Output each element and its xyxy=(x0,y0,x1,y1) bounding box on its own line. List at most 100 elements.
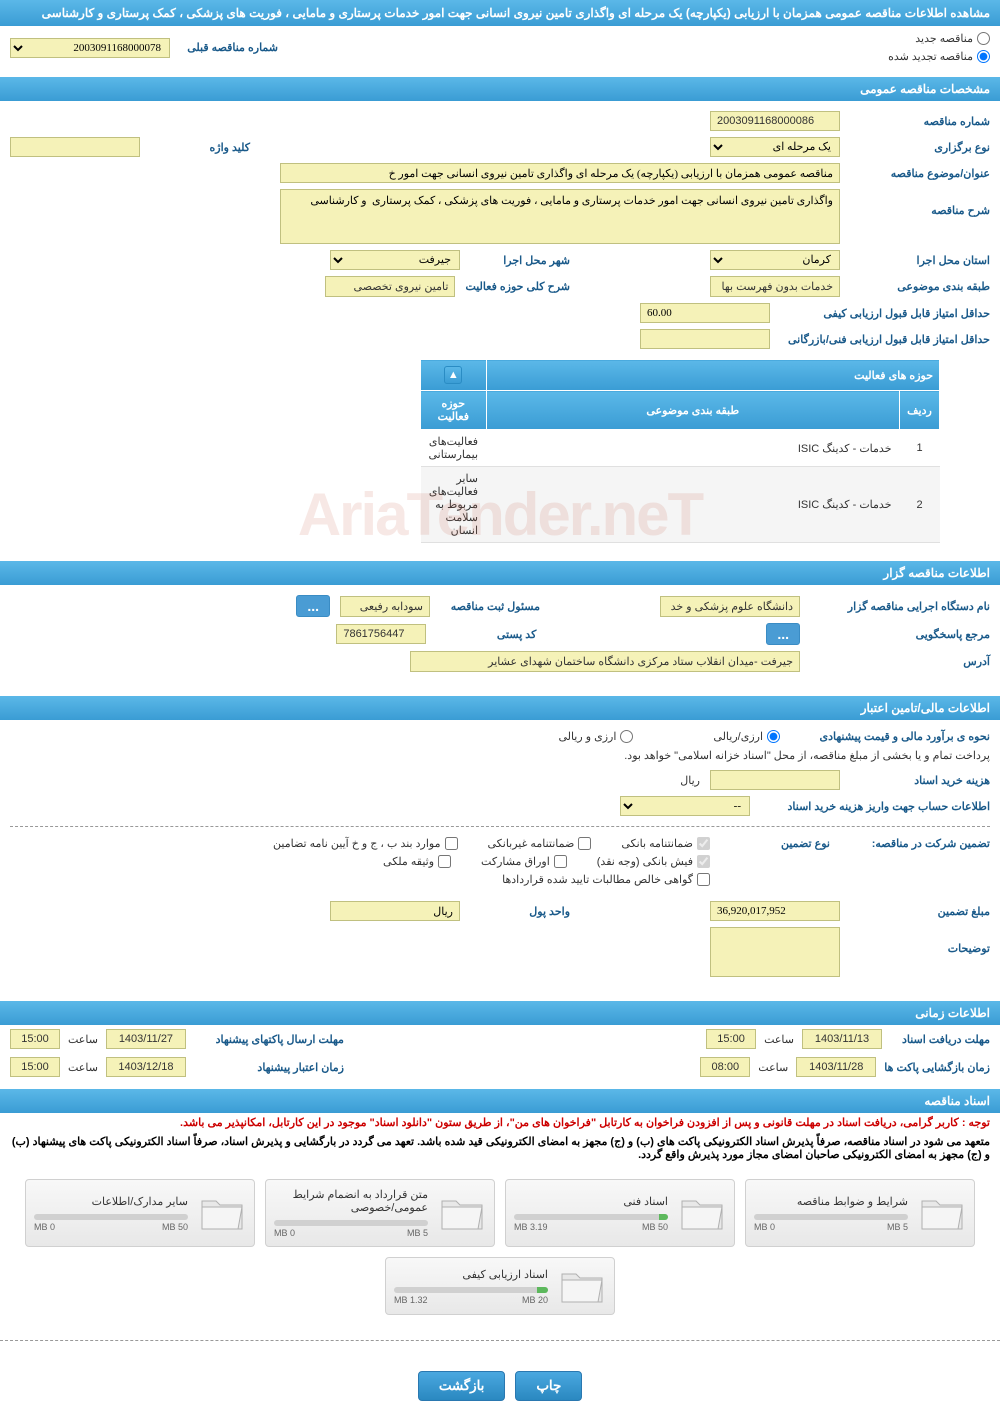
doc-deadline-label: مهلت دریافت اسناد xyxy=(890,1033,990,1046)
keyword-label: کلید واژه xyxy=(150,141,250,154)
tender-type-row: مناقصه جدید مناقصه تجدید شده شماره مناقص… xyxy=(0,26,1000,69)
file-box[interactable]: اسناد ارزیابی کیفی 20 MB1.32 MB xyxy=(385,1257,615,1315)
min-score2-input[interactable] xyxy=(640,329,770,349)
desc-label: شرح مناقصه xyxy=(850,189,990,217)
money-unit-input[interactable] xyxy=(330,901,460,921)
postal-label: کد پستی xyxy=(436,628,536,641)
col-category: طبقه بندی موضوعی xyxy=(486,391,899,430)
section-general: مشخصات مناقصه عمومی xyxy=(0,77,1000,101)
file-title: اسناد فنی xyxy=(514,1195,668,1208)
city-select[interactable]: جیرفت xyxy=(330,250,460,270)
folder-icon xyxy=(558,1266,606,1306)
category-val: خدمات بدون فهرست بها xyxy=(710,276,840,297)
file-box[interactable]: اسناد فنی 50 MB3.19 MB xyxy=(505,1179,735,1247)
radio-renewed-input[interactable] xyxy=(977,50,990,63)
min-score-input[interactable] xyxy=(640,303,770,323)
subject-input[interactable] xyxy=(280,163,840,183)
tender-no-label: شماره مناقصه xyxy=(850,115,990,128)
folder-icon xyxy=(918,1193,966,1233)
activity-table-title: حوزه های فعالیت xyxy=(486,360,939,391)
table-row: 1 خدمات - کدینگ ISIC فعالیت‌های بیمارستا… xyxy=(421,430,940,467)
org-label: نام دستگاه اجرایی مناقصه گزار xyxy=(810,600,990,613)
hold-type-select[interactable]: یک مرحله ای xyxy=(710,137,840,157)
radio-renewed[interactable]: مناقصه تجدید شده xyxy=(888,50,990,63)
payment-note: پرداخت تمام و یا بخشی از مبلغ مناقصه، از… xyxy=(10,749,990,762)
category-label: طبقه بندی موضوعی xyxy=(850,280,990,293)
file-title: متن قرارداد به انضمام شرایط عمومی/خصوصی xyxy=(274,1188,428,1214)
bid-deadline-time: 15:00 xyxy=(10,1029,60,1049)
cb-property[interactable]: وثیقه ملکی xyxy=(383,855,451,868)
address-val: جیرفت -میدان انقلاب ستاد مرکزی دانشگاه س… xyxy=(410,651,800,672)
section-organizer: اطلاعات مناقصه گزار xyxy=(0,561,1000,585)
file-box[interactable]: متن قرارداد به انضمام شرایط عمومی/خصوصی … xyxy=(265,1179,495,1247)
account-select[interactable]: -- xyxy=(620,796,750,816)
back-button[interactable]: بازگشت xyxy=(418,1371,506,1401)
tender-no: 2003091168000086 xyxy=(710,111,840,131)
section-financial: اطلاعات مالی/تامین اعتبار xyxy=(0,696,1000,720)
page-title: مشاهده اطلاعات مناقصه عمومی همزمان با ار… xyxy=(0,0,1000,26)
cb-bank-guarantee[interactable]: ضمانتنامه بانکی xyxy=(621,837,710,850)
section-docs: اسناد مناقصه xyxy=(0,1089,1000,1113)
validity-label: زمان اعتبار پیشنهاد xyxy=(194,1061,344,1074)
postal-val: 7861756447 xyxy=(336,624,426,644)
cb-bylaw[interactable]: موارد بند ب ، ج و خ آیین نامه تضامین xyxy=(273,837,457,850)
notice-black: متعهد می شود در اسناد مناقصه، صرفاً پذیر… xyxy=(0,1132,1000,1164)
col-row: ردیف xyxy=(900,391,940,430)
notes-textarea[interactable] xyxy=(710,927,840,977)
activity-desc-val: تامین نیروی تخصصی xyxy=(325,276,455,297)
hold-type-label: نوع برگزاری xyxy=(850,141,990,154)
amount-label: مبلغ تضمین xyxy=(850,905,990,918)
resp-label: مرجع پاسخگویی xyxy=(810,628,990,641)
open-label: زمان بازگشایی پاکت ها xyxy=(884,1061,990,1074)
section-timing: اطلاعات زمانی xyxy=(0,1001,1000,1025)
browse-button[interactable]: ... xyxy=(296,595,330,617)
file-title: سایر مدارک/اطلاعات xyxy=(34,1195,188,1208)
radio-new-input[interactable] xyxy=(977,32,990,45)
divider xyxy=(0,1340,1000,1341)
prev-tender-select[interactable]: 2003091168000078 xyxy=(10,38,170,58)
province-label: استان محل اجرا xyxy=(850,254,990,267)
reg-person-val: سودابه رفیعی xyxy=(340,596,430,617)
bid-deadline-date: 1403/11/27 xyxy=(106,1029,186,1049)
money-unit-label: واحد پول xyxy=(470,905,570,918)
guarantee-label: تضمین شرکت در مناقصه: xyxy=(850,837,990,850)
table-row: 2 خدمات - کدینگ ISIC سایر فعالیت‌های مرب… xyxy=(421,467,940,543)
open-date: 1403/11/28 xyxy=(796,1057,876,1077)
file-title: اسناد ارزیابی کیفی xyxy=(394,1268,548,1281)
divider xyxy=(10,826,990,827)
bid-deadline-label: مهلت ارسال پاکتهای پیشنهاد xyxy=(194,1033,344,1046)
estimate-label: نحوه ی برآورد مالی و قیمت پیشنهادی xyxy=(790,730,990,743)
file-box[interactable]: شرایط و ضوابط مناقصه 5 MB0 MB xyxy=(745,1179,975,1247)
cb-certified[interactable]: گواهی خالص مطالبات تایید شده قراردادها xyxy=(502,873,710,886)
doc-cost-label: هزینه خرید اسناد xyxy=(850,774,990,787)
province-select[interactable]: کرمان xyxy=(710,250,840,270)
collapse-icon[interactable]: ▲ xyxy=(444,366,462,384)
cb-participation[interactable]: اوراق مشارکت xyxy=(481,855,567,868)
time-label: ساعت xyxy=(764,1033,794,1046)
amount-input[interactable] xyxy=(710,901,840,921)
browse-button-2[interactable]: ... xyxy=(766,623,800,645)
radio-new[interactable]: مناقصه جدید xyxy=(888,32,990,45)
notice-red: توجه : کاربر گرامی، دریافت اسناد در مهلت… xyxy=(0,1113,1000,1132)
subject-label: عنوان/موضوع مناقصه xyxy=(850,167,990,180)
min-score2-label: حداقل امتیاز قابل قبول ارزیابی فنی/بازرگ… xyxy=(780,333,990,346)
radio-renewed-label: مناقصه تجدید شده xyxy=(888,50,973,63)
print-button[interactable]: چاپ xyxy=(515,1371,582,1401)
min-score-label: حداقل امتیاز قابل قبول ارزیابی کیفی xyxy=(780,307,990,320)
radio-rial[interactable]: ارزی/ریالی xyxy=(713,730,780,743)
cb-cash[interactable]: فیش بانکی (وجه نقد) xyxy=(597,855,710,868)
org-val: دانشگاه علوم پزشکی و خد xyxy=(660,596,800,617)
validity-date: 1403/12/18 xyxy=(106,1057,186,1077)
cb-nonbank-guarantee[interactable]: ضمانتنامه غیربانکی xyxy=(488,837,592,850)
notes-label: توضیحات xyxy=(850,927,990,955)
desc-textarea[interactable] xyxy=(280,189,840,244)
doc-cost-unit: ریال xyxy=(680,774,700,787)
file-title: شرایط و ضوابط مناقصه xyxy=(754,1195,908,1208)
file-box[interactable]: سایر مدارک/اطلاعات 50 MB0 MB xyxy=(25,1179,255,1247)
keyword-input[interactable] xyxy=(10,137,140,157)
col-activity: حوزه فعالیت xyxy=(421,391,487,430)
doc-cost-input[interactable] xyxy=(710,770,840,790)
guarantee-type-label: نوع تضمین xyxy=(730,837,830,850)
radio-currency[interactable]: ارزی و ریالی xyxy=(558,730,633,743)
folder-icon xyxy=(678,1193,726,1233)
